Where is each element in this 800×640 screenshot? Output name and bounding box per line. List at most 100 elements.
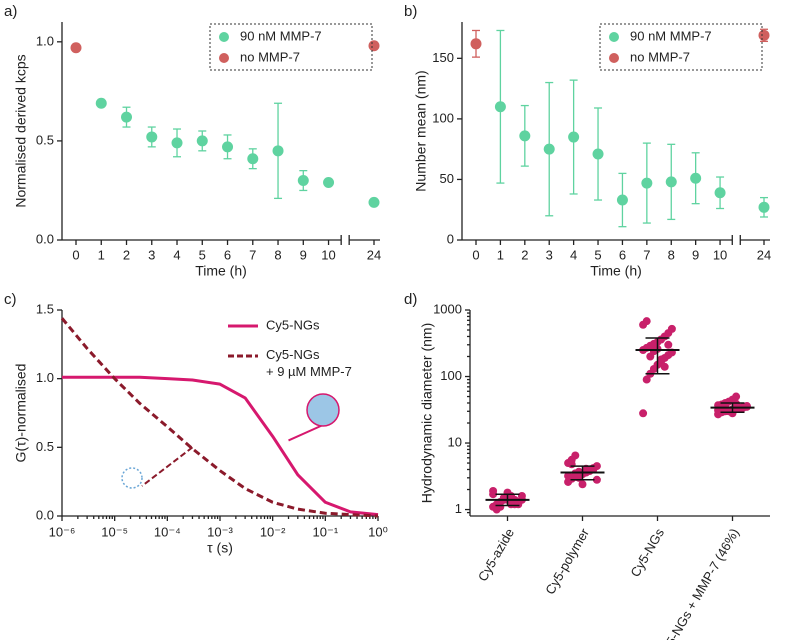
point: [171, 137, 183, 149]
point: [592, 148, 604, 160]
x-tick-label: 8: [274, 247, 281, 262]
point: [247, 153, 259, 165]
y-tick-label: 1.5: [36, 301, 54, 316]
point: [519, 130, 531, 142]
point: [690, 172, 702, 184]
x-tick-label: 10⁻⁵: [101, 524, 128, 539]
point: [714, 187, 726, 199]
y-tick-label: 1.0: [36, 33, 54, 48]
y-tick-label: 1000: [433, 301, 462, 316]
legend-marker: [609, 32, 619, 42]
legend-label-line: Cy5-NGs: [266, 347, 320, 362]
x-tick-label: 4: [173, 247, 180, 262]
x-tick-label: Cy5-polymer: [542, 525, 592, 597]
panel-label: a): [4, 3, 17, 20]
y-tick-label: 1: [455, 501, 462, 516]
y-tick-label: 50: [440, 171, 454, 186]
x-axis-label: Time (h): [195, 263, 247, 279]
y-tick-label: 0.0: [36, 507, 54, 522]
point: [146, 131, 158, 143]
y-axis-label: Hydrodynamic diameter (nm): [419, 323, 435, 504]
point: [578, 480, 587, 489]
point: [95, 97, 107, 109]
legend-marker: [219, 53, 229, 63]
x-tick-label: 10⁻⁴: [154, 524, 181, 539]
legend-box: [209, 23, 373, 71]
point: [470, 38, 482, 50]
x-tick-label: 5: [594, 247, 601, 262]
legend-label: Cy5-NGs: [266, 317, 320, 332]
sd-bar: [645, 337, 670, 375]
x-tick-label: 10: [321, 247, 335, 262]
x-tick-label: 8: [668, 247, 675, 262]
point: [665, 176, 677, 188]
panel-label: b): [404, 3, 417, 20]
x-axis-label: Time (h): [590, 263, 642, 279]
point: [368, 40, 380, 52]
point: [660, 362, 669, 371]
x-tick-label: 10: [713, 247, 727, 262]
x-tick-label: 1: [497, 247, 504, 262]
x-tick-label: 24: [367, 247, 381, 262]
point: [297, 175, 309, 187]
legend-label: Cy5-NGs + 9 µM MMP-7: [266, 347, 352, 379]
point: [70, 42, 82, 54]
legend-label: no MMP-7: [240, 49, 300, 64]
point: [564, 471, 573, 480]
x-tick-label: 10⁻²: [260, 524, 286, 539]
sd-bar: [720, 402, 745, 414]
point: [222, 141, 234, 153]
legend-label: 90 nM MMP-7: [630, 28, 712, 43]
y-tick-label: 0.5: [36, 439, 54, 454]
y-tick-label: 0.5: [36, 132, 54, 147]
y-tick-label: 100: [440, 368, 462, 383]
point: [667, 324, 676, 333]
x-tick-label: Cy5-azide: [475, 526, 517, 584]
point: [657, 355, 666, 364]
point: [543, 143, 555, 155]
x-tick-label: 9: [300, 247, 307, 262]
point: [642, 375, 651, 384]
point: [196, 135, 208, 147]
y-axis-label: Number mean (nm): [413, 70, 429, 191]
y-axis-label: Normalised derived kcps: [13, 54, 29, 207]
y-tick-label: 1.0: [36, 370, 54, 385]
y-tick-label: 150: [432, 50, 454, 65]
legend-box: [599, 23, 763, 71]
point: [517, 491, 526, 500]
x-tick-label: 7: [249, 247, 256, 262]
x-tick-label: 10⁰: [368, 524, 388, 539]
legend-marker: [609, 53, 619, 63]
x-tick-label: 2: [521, 247, 528, 262]
x-tick-label: 0: [72, 247, 79, 262]
x-tick-label: 2: [123, 247, 130, 262]
y-tick-label: 0: [447, 231, 454, 246]
x-tick-label: 0: [472, 247, 479, 262]
point: [642, 317, 651, 326]
x-tick-label: 9: [692, 247, 699, 262]
point: [272, 145, 284, 157]
legend-label-line: + 9 µM MMP-7: [266, 364, 352, 379]
point: [121, 111, 133, 123]
point: [568, 131, 580, 143]
point: [589, 465, 598, 474]
legend-label: no MMP-7: [630, 49, 690, 64]
pointer: [141, 446, 194, 487]
x-tick-label: 6: [224, 247, 231, 262]
x-tick-label: 10⁻¹: [313, 524, 339, 539]
x-tick-label: 7: [643, 247, 650, 262]
point: [732, 392, 741, 401]
x-tick-label: 6: [619, 247, 626, 262]
pointer: [288, 424, 324, 442]
icon: [306, 393, 340, 427]
point: [567, 460, 576, 469]
x-axis-label: τ (s): [207, 540, 233, 556]
x-tick-label: 1: [98, 247, 105, 262]
point: [571, 451, 580, 460]
legend-marker: [219, 32, 229, 42]
y-tick-label: 0.0: [36, 231, 54, 246]
icon: [121, 467, 143, 489]
x-tick-label: 3: [148, 247, 155, 262]
y-axis-label: G(τ)-normalised: [13, 364, 29, 463]
